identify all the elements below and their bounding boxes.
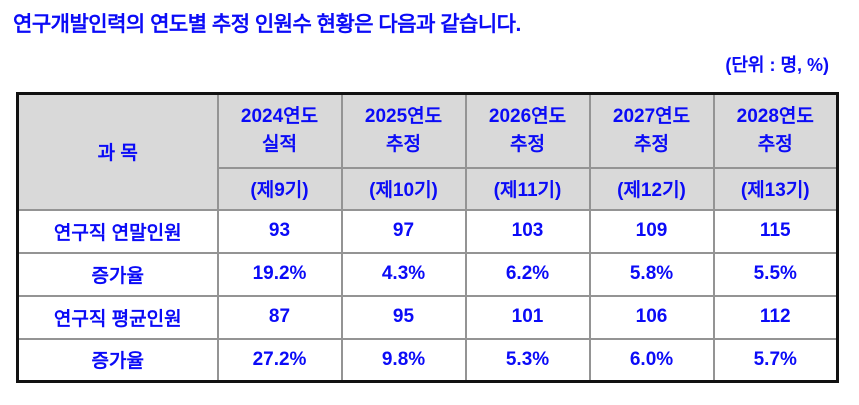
value-cell: 5.5% <box>712 251 839 297</box>
value-cell: 93 <box>216 208 343 254</box>
row-label-cell: 연구직 평균인원 <box>16 294 219 340</box>
value-cell: 112 <box>712 294 839 340</box>
value-cell: 87 <box>216 294 343 340</box>
value-cell: 19.2% <box>216 251 343 297</box>
period-header-cell-12: (제12기) <box>588 166 715 211</box>
row-label-cell: 증가율 <box>16 337 219 383</box>
value-cell: 5.3% <box>464 337 591 383</box>
value-cell: 6.2% <box>464 251 591 297</box>
year-header-cell-2028: 2028연도 추정 <box>712 92 839 169</box>
rd-personnel-table: 과 목 2024연도 실적 2025연도 추정 2026연도 추정 2027연도… <box>16 92 839 383</box>
value-cell: 9.8% <box>340 337 467 383</box>
year-label: 2025연도 <box>364 106 443 128</box>
corner-header-cell: 과 목 <box>16 92 219 211</box>
value-cell: 115 <box>712 208 839 254</box>
value-cell: 5.8% <box>588 251 715 297</box>
row-label-cell: 증가율 <box>16 251 219 297</box>
table-row-average-headcount: 연구직 평균인원 87 95 101 106 112 <box>16 294 839 340</box>
year-type-label: 추정 <box>757 133 793 155</box>
value-cell: 27.2% <box>216 337 343 383</box>
year-type-label: 추정 <box>386 133 421 155</box>
year-label: 2028연도 <box>736 106 814 128</box>
period-header-cell-11: (제11기) <box>464 166 591 211</box>
value-cell: 109 <box>588 208 715 254</box>
year-header-cell-2027: 2027연도 추정 <box>588 92 715 169</box>
year-header-cell-2024: 2024연도 실적 <box>216 92 343 169</box>
table-row-yearend-headcount: 연구직 연말인원 93 97 103 109 115 <box>16 208 839 254</box>
header-row-years: 과 목 2024연도 실적 2025연도 추정 2026연도 추정 2027연도… <box>16 92 839 211</box>
year-label: 2027연도 <box>612 106 691 128</box>
year-header-cell-2026: 2026연도 추정 <box>464 92 591 169</box>
value-cell: 103 <box>464 208 591 254</box>
unit-label: (단위 : 명, %) <box>725 55 829 75</box>
value-cell: 95 <box>340 294 467 340</box>
value-cell: 6.0% <box>588 337 715 383</box>
table-row-yearend-growth-rate: 증가율 19.2% 4.3% 6.2% 5.8% 5.5% <box>16 251 839 297</box>
year-type-label: 추정 <box>510 133 545 155</box>
year-header-cell-2025: 2025연도 추정 <box>340 92 467 169</box>
row-label-cell: 연구직 연말인원 <box>16 208 219 254</box>
year-label: 2024연도 <box>240 106 319 128</box>
value-cell: 97 <box>340 208 467 254</box>
period-header-cell-10: (제10기) <box>340 166 467 211</box>
value-cell: 5.7% <box>712 337 839 383</box>
value-cell: 106 <box>588 294 715 340</box>
period-header-cell-9: (제9기) <box>216 166 343 211</box>
value-cell: 101 <box>464 294 591 340</box>
year-label: 2026연도 <box>488 106 567 128</box>
value-cell: 4.3% <box>340 251 467 297</box>
period-header-cell-13: (제13기) <box>712 166 839 211</box>
year-type-label: 추정 <box>634 133 669 155</box>
year-type-label: 실적 <box>262 133 297 155</box>
header-row-periods: (제9기) (제10기) (제11기) (제12기) (제13기) <box>18 166 839 211</box>
page-title: 연구개발인력의 연도별 추정 인원수 현황은 다음과 같습니다. <box>13 13 521 36</box>
table-row-average-growth-rate: 증가율 27.2% 9.8% 5.3% 6.0% 5.7% <box>16 337 839 383</box>
